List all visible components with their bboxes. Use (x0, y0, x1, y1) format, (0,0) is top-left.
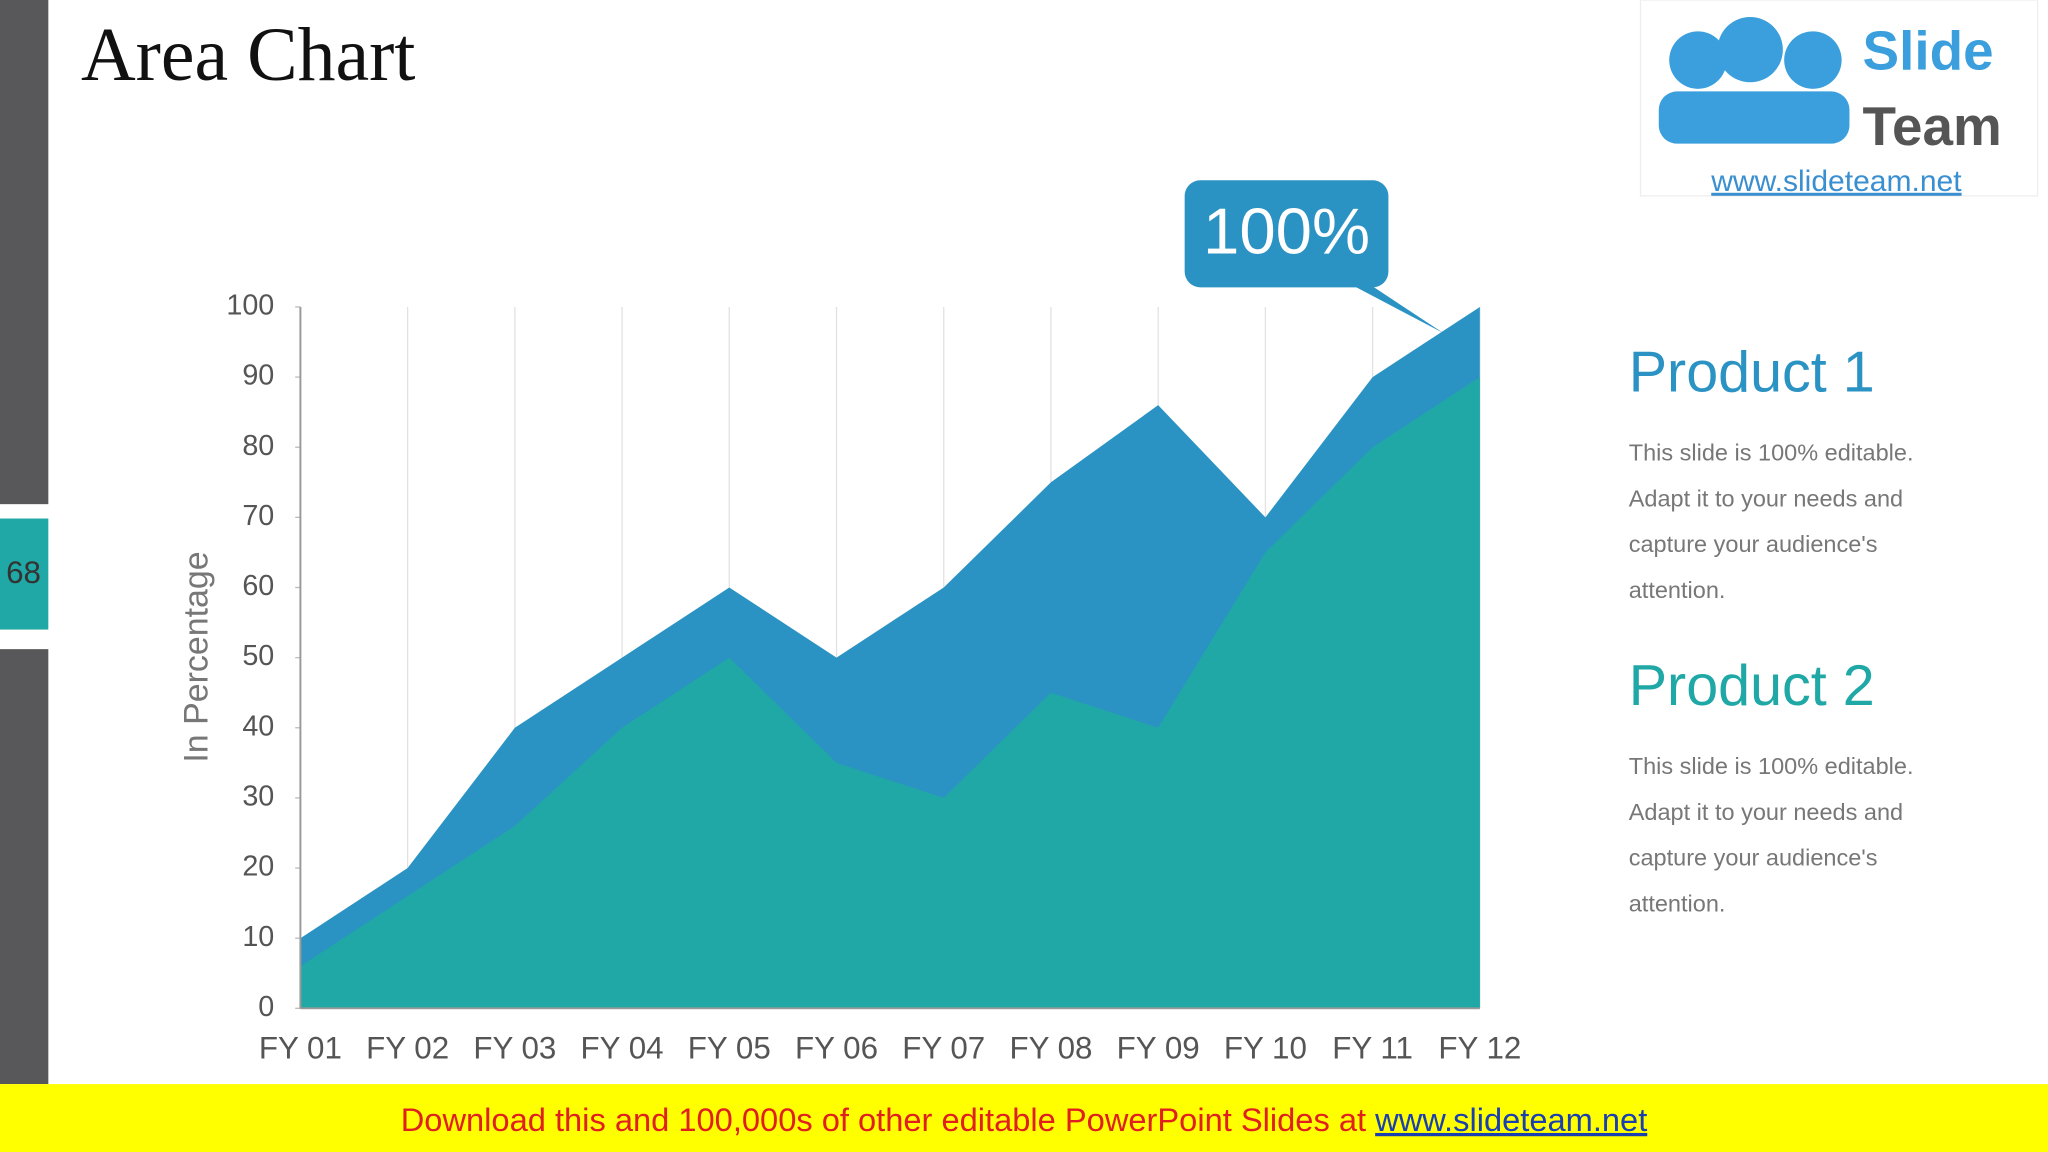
legend-description: Adapt it to your needs and (1629, 485, 1903, 511)
legend-label: Product 1 (1629, 340, 1875, 404)
legend-description: Adapt it to your needs and (1629, 799, 1903, 825)
y-axis-title: In Percentage (177, 551, 215, 762)
y-tick-label: 30 (242, 781, 274, 813)
x-tick-label: FY 01 (259, 1030, 342, 1065)
annotation: 100% (1203, 195, 1370, 268)
y-tick-label: 0 (258, 991, 274, 1023)
y-tick-label: 80 (242, 430, 274, 462)
x-tick-label: FY 02 (366, 1030, 449, 1065)
y-tick-label: 70 (242, 500, 274, 532)
footer-band (0, 1084, 2048, 1152)
logo: Slide Team www.slideteam.net (1639, 0, 2039, 198)
y-tick-label: 40 (242, 710, 274, 742)
logo-icon (1658, 91, 1850, 144)
y-tick-label: 100 (226, 290, 274, 322)
x-tick-label: FY 07 (902, 1030, 985, 1065)
x-tick-label: FY 09 (1117, 1030, 1200, 1065)
y-tick-label: 10 (242, 921, 274, 953)
x-tick-label: FY 05 (688, 1030, 771, 1065)
legend-description: attention. (1629, 577, 1726, 603)
legend-label: Product 2 (1629, 654, 1875, 718)
plot: 0 10 20 30 40 50 60 70 80 90 100 FY 01 FY 02 FY 03 FY … (226, 180, 1914, 1065)
x-tick-label: FY 04 (581, 1030, 664, 1065)
logo-icon (1784, 31, 1842, 89)
logo-icon (1717, 16, 1783, 83)
logo-url[interactable]: www.slideteam.net (1710, 165, 1962, 198)
footer: Download this and 100,000s of other edit… (401, 1101, 1648, 1138)
footer-text: Download this and 100,000s of other edit… (401, 1101, 1375, 1138)
x-tick-label: FY 03 (473, 1030, 556, 1065)
page-tab (0, 518, 49, 630)
y-tick-label: 20 (242, 851, 274, 883)
logo-text: Team (1863, 95, 2002, 157)
page-number: 68 (6, 555, 41, 590)
area (300, 377, 1480, 1009)
slide-title: Area Chart (81, 13, 415, 97)
side-bar (0, 0, 49, 505)
callout (1184, 180, 1389, 288)
legend-description: This slide is 100% editable. (1629, 753, 1914, 779)
logo-icon (1669, 31, 1727, 89)
x-tick-label: FY 11 (1332, 1030, 1413, 1065)
x-tick-label: FY 12 (1438, 1030, 1521, 1065)
footer-link[interactable]: www.slideteam.net (1374, 1101, 1647, 1138)
legend-description: capture your audience's (1629, 845, 1878, 871)
legend-description: capture your audience's (1629, 531, 1878, 557)
y-tick-label: 60 (242, 570, 274, 602)
y-tick-label: 50 (242, 640, 274, 672)
legend-description: This slide is 100% editable. (1629, 440, 1914, 466)
legend-description: attention. (1629, 890, 1726, 916)
logo-text: Slide (1863, 19, 1994, 81)
x-tick-label: FY 10 (1224, 1030, 1307, 1065)
x-tick-label: FY 08 (1009, 1030, 1092, 1065)
x-tick-label: FY 06 (795, 1030, 878, 1065)
y-tick-label: 90 (242, 360, 274, 392)
side-bar (0, 649, 49, 1085)
